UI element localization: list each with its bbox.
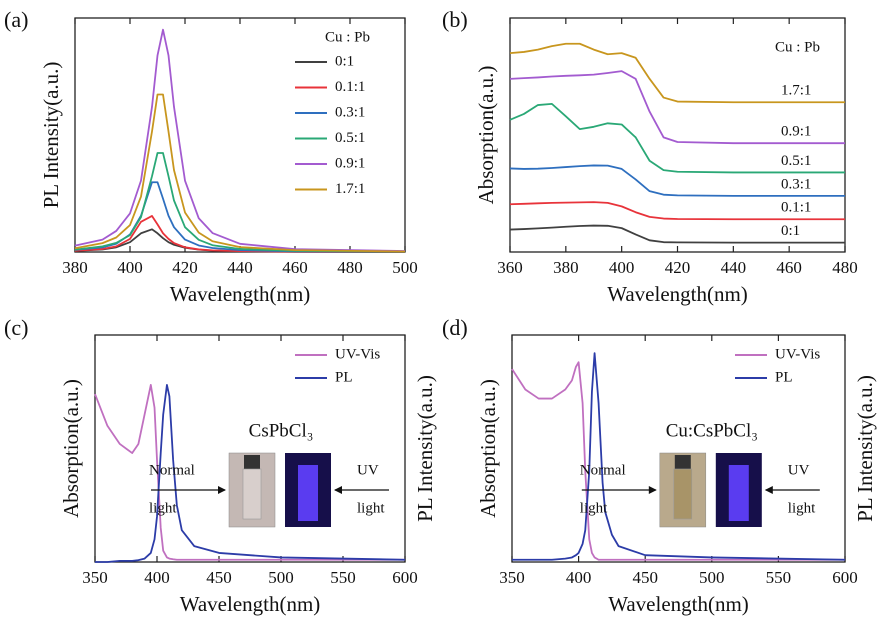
arrow-head <box>218 486 226 494</box>
x-tick-label: 600 <box>392 568 418 587</box>
x-tick-label: 400 <box>117 258 143 277</box>
series-line <box>509 102 845 174</box>
x-tick-label: 440 <box>227 258 253 277</box>
vial-uv <box>298 465 318 521</box>
x-tick-label: 420 <box>665 258 691 277</box>
x-tick-label: 380 <box>553 258 579 277</box>
annotation: UV <box>788 462 810 478</box>
legend-label: PL <box>335 369 353 385</box>
vial-cap <box>244 455 260 469</box>
x-tick-label: 380 <box>62 258 88 277</box>
x-axis-label: Wavelength(nm) <box>170 282 311 306</box>
y2-axis-label: PL Intensity(a.u.) <box>413 375 437 522</box>
x-tick-label: 500 <box>268 568 294 587</box>
x-tick-label: 400 <box>609 258 635 277</box>
x-tick-label: 450 <box>206 568 232 587</box>
x-tick-label: 500 <box>392 258 418 277</box>
inset-label: CsPbCl₃ <box>249 420 314 441</box>
series-line <box>74 152 406 253</box>
series-label: 0.9:1 <box>781 124 811 140</box>
x-tick-label: 400 <box>566 568 592 587</box>
series-label: 0.3:1 <box>781 176 811 192</box>
y-axis-label: Absorption(a.u.) <box>474 66 498 205</box>
y-axis-label: Absorption(a.u.) <box>476 379 500 518</box>
series-line <box>74 215 406 253</box>
inset-label: Cu:CsPbCl₃ <box>666 420 758 441</box>
x-tick-label: 500 <box>699 568 725 587</box>
x-tick-label: 420 <box>172 258 198 277</box>
legend-label: 0.9:1 <box>335 155 365 171</box>
series-line <box>509 70 845 145</box>
legend-label: UV-Vis <box>775 346 820 362</box>
x-tick-label: 350 <box>499 568 525 587</box>
annotation: UV <box>357 462 379 478</box>
series-label: 0.5:1 <box>781 153 811 169</box>
series-line <box>509 201 845 221</box>
arrow-head <box>764 486 773 494</box>
annotation: light <box>580 500 608 516</box>
x-tick-label: 450 <box>632 568 658 587</box>
annotation: light <box>357 500 385 516</box>
panel-label: (c) <box>4 315 28 340</box>
plot-frame <box>511 334 846 563</box>
x-axis-label: Wavelength(nm) <box>180 592 321 616</box>
x-tick-label: 440 <box>721 258 747 277</box>
series-line <box>512 352 846 561</box>
x-tick-label: 550 <box>330 568 356 587</box>
x-axis-label: Wavelength(nm) <box>608 592 749 616</box>
vial-uv <box>728 465 749 521</box>
plot-frame <box>94 334 406 563</box>
x-tick-label: 350 <box>82 568 108 587</box>
vial-cap <box>674 455 691 469</box>
annotation: light <box>788 500 816 516</box>
y-axis-label: PL Intensity(a.u.) <box>39 62 63 209</box>
arrow-head <box>648 486 657 494</box>
legend-label: UV-Vis <box>335 346 380 362</box>
series-line <box>509 164 845 197</box>
x-tick-label: 600 <box>832 568 858 587</box>
arrow-head <box>334 486 342 494</box>
x-tick-label: 400 <box>144 568 170 587</box>
x-tick-label: 480 <box>337 258 363 277</box>
annotation: Normal <box>580 462 626 478</box>
series-line <box>511 361 845 561</box>
legend-title: Cu : Pb <box>775 39 820 55</box>
panel-label: (d) <box>442 315 468 340</box>
series-line <box>74 93 406 253</box>
panel-label: (b) <box>442 7 468 32</box>
series-line <box>74 28 406 252</box>
x-tick-label: 550 <box>766 568 792 587</box>
x-axis-label: Wavelength(nm) <box>607 282 748 306</box>
vial-body <box>242 468 262 520</box>
x-tick-label: 460 <box>776 258 802 277</box>
series-line <box>94 384 405 561</box>
series-label: 1.7:1 <box>781 83 811 99</box>
series-line <box>509 224 845 244</box>
legend-label: 0.5:1 <box>335 130 365 146</box>
y2-axis-label: PL Intensity(a.u.) <box>853 375 877 522</box>
legend-label: 0.1:1 <box>335 79 365 95</box>
legend-label: 0:1 <box>335 53 354 69</box>
x-tick-label: 460 <box>282 258 308 277</box>
legend-label: 0.3:1 <box>335 104 365 120</box>
legend-label: PL <box>775 369 793 385</box>
legend-label: 1.7:1 <box>335 181 365 197</box>
x-tick-label: 480 <box>832 258 858 277</box>
series-label: 0.1:1 <box>781 200 811 216</box>
series-label: 0:1 <box>781 223 800 239</box>
vial-body <box>673 468 693 520</box>
series-line <box>95 384 406 563</box>
annotation: light <box>149 500 177 516</box>
legend-title: Cu : Pb <box>325 29 370 45</box>
annotation: Normal <box>149 462 195 478</box>
y-axis-label: Absorption(a.u.) <box>59 379 83 518</box>
x-tick-label: 360 <box>497 258 523 277</box>
panel-label: (a) <box>4 7 28 32</box>
series-line <box>509 42 845 104</box>
